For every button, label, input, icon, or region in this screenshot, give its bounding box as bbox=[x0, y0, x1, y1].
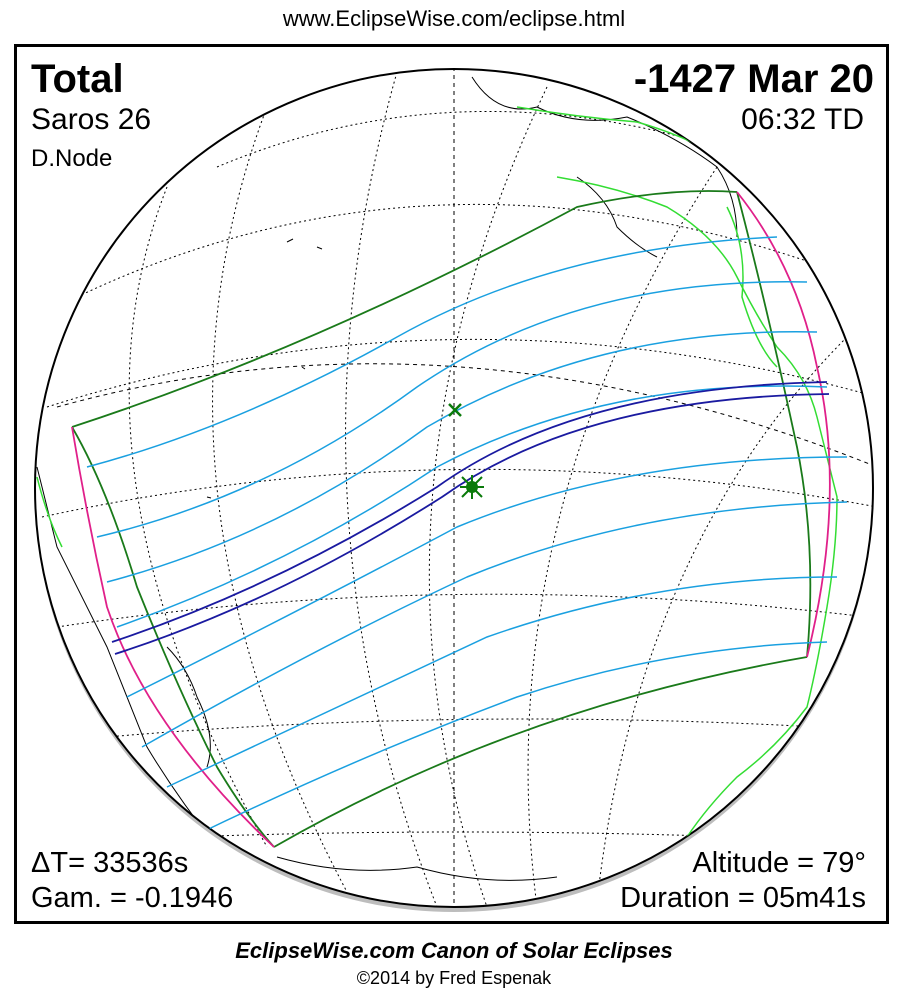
eclipse-duration: Duration = 05m41s bbox=[620, 882, 866, 914]
node-label: D.Node bbox=[31, 145, 113, 172]
saros-number: Saros 26 bbox=[31, 103, 152, 136]
penumbral-north-limit bbox=[71, 190, 738, 428]
eclipse-date: -1427 Mar 20 bbox=[633, 57, 874, 101]
greatest-eclipse-marker bbox=[460, 475, 484, 499]
penumbral-west-edge bbox=[71, 426, 275, 848]
coastlines bbox=[36, 76, 738, 881]
penumbral-south-limit bbox=[273, 656, 808, 848]
sub-solar-marker bbox=[448, 403, 462, 417]
sun-altitude: Altitude = 79° bbox=[692, 847, 866, 879]
map-frame: Total Saros 26 D.Node -1427 Mar 20 06:32… bbox=[14, 44, 889, 924]
globe-map bbox=[34, 68, 874, 912]
eclipse-time: 06:32 TD bbox=[741, 103, 864, 136]
umbral-south-limit bbox=[114, 393, 830, 655]
eclipse-type: Total bbox=[31, 57, 124, 101]
graticule-meridians bbox=[56, 69, 873, 907]
penumbral-limits bbox=[71, 190, 812, 848]
umbral-north-limit bbox=[111, 381, 828, 643]
penumbral-east-edge bbox=[736, 191, 812, 658]
gamma-value: Gam. = -0.1946 bbox=[31, 882, 234, 914]
source-url: www.EclipseWise.com/eclipse.html bbox=[282, 6, 626, 31]
contact-lines bbox=[86, 236, 848, 838]
rise-set-curves bbox=[71, 191, 831, 848]
canon-title: EclipseWise.com Canon of Solar Eclipses bbox=[235, 938, 673, 963]
copyright: ©2014 by Fred Espenak bbox=[356, 968, 552, 988]
umbral-path bbox=[111, 381, 830, 655]
delta-t: ΔT= 33536s bbox=[31, 847, 189, 879]
